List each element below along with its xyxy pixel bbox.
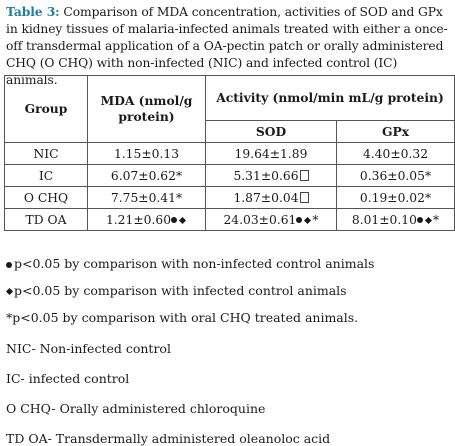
header-group: Group	[4, 75, 88, 143]
cell-gpx: 0.36±0.05*	[336, 164, 455, 187]
asterisk-marker: *	[312, 212, 319, 227]
cell-gpx: 8.01±0.10 *	[336, 208, 455, 231]
cell-sod: 19.64±1.89	[205, 142, 337, 165]
abbrev-tdoa: TD OA- Transdermally administered oleano…	[6, 431, 331, 446]
caption-text: Comparison of MDA concentration, activit…	[6, 5, 448, 87]
table-row: NIC 1.15±0.13 19.64±1.89 4.40±0.32	[4, 142, 455, 165]
missing-glyph-icon	[299, 191, 309, 203]
cell-mda: 1.15±0.13	[87, 142, 206, 165]
cell-group: NIC	[4, 142, 88, 165]
cell-group: IC	[4, 164, 88, 187]
footnote-dot: p<0.05 by comparison with non-infected c…	[6, 256, 374, 271]
table-row: O CHQ 7.75±0.41* 1.87±0.04 0.19±0.02*	[4, 186, 455, 209]
cell-gpx: 4.40±0.32	[336, 142, 455, 165]
dot-marker-icon	[6, 261, 12, 268]
dot-marker-icon	[171, 217, 178, 223]
footnote-diamond: p<0.05 by comparison with infected contr…	[5, 283, 347, 298]
footnote-asterisk: *p<0.05 by comparison with oral CHQ trea…	[6, 310, 359, 325]
dot-marker-icon	[296, 217, 303, 223]
table-row: TD OA 1.21±0.60 24.03±0.61 * 8.01±0.10 *	[4, 208, 455, 231]
cell-group: O CHQ	[4, 186, 88, 209]
header-sod: SOD	[205, 120, 337, 143]
cell-mda: 1.21±0.60	[87, 208, 206, 231]
missing-glyph-icon	[299, 169, 309, 181]
diamond-marker-icon	[424, 216, 432, 224]
abbrev-ochq: O CHQ- Orally administered chloroquine	[6, 401, 266, 416]
cell-gpx-value: 8.01±0.10	[351, 212, 417, 227]
header-mda: MDA (nmol/g protein)	[87, 75, 206, 143]
table-label: Table 3:	[6, 4, 60, 19]
diamond-marker-icon	[5, 287, 14, 296]
dot-marker-icon	[416, 217, 423, 223]
cell-sod: 24.03±0.61 *	[205, 208, 337, 231]
cell-gpx: 0.19±0.02*	[336, 186, 455, 209]
diamond-marker-icon	[304, 216, 312, 224]
cell-mda: 6.07±0.62*	[87, 164, 206, 187]
asterisk-marker: *	[432, 212, 440, 227]
table-caption: Table 3: Comparison of MDA concentration…	[6, 3, 452, 89]
diamond-marker-icon	[178, 216, 187, 224]
abbrev-nic: NIC- Non-infected control	[6, 341, 171, 356]
cell-group: TD OA	[4, 208, 88, 231]
results-table: Group MDA (nmol/g protein) Activity (nmo…	[4, 75, 455, 231]
header-activity: Activity (nmol/min mL/g protein)	[205, 75, 455, 121]
footnote-text: p<0.05 by comparison with infected contr…	[14, 283, 347, 298]
cell-sod-value: 1.87±0.04	[233, 190, 299, 205]
cell-sod: 5.31±0.66	[205, 164, 337, 187]
cell-sod: 1.87±0.04	[205, 186, 337, 209]
header-gpx: GPx	[336, 120, 455, 143]
cell-sod-value: 5.31±0.66	[233, 168, 299, 183]
cell-mda: 7.75±0.41*	[87, 186, 206, 209]
table-row: IC 6.07±0.62* 5.31±0.66 0.36±0.05*	[4, 164, 455, 187]
abbrev-ic: IC- infected control	[6, 371, 130, 386]
cell-mda-value: 1.21±0.60	[105, 212, 172, 227]
cell-sod-value: 24.03±0.61	[223, 212, 297, 227]
footnote-text: p<0.05 by comparison with non-infected c…	[14, 256, 375, 271]
